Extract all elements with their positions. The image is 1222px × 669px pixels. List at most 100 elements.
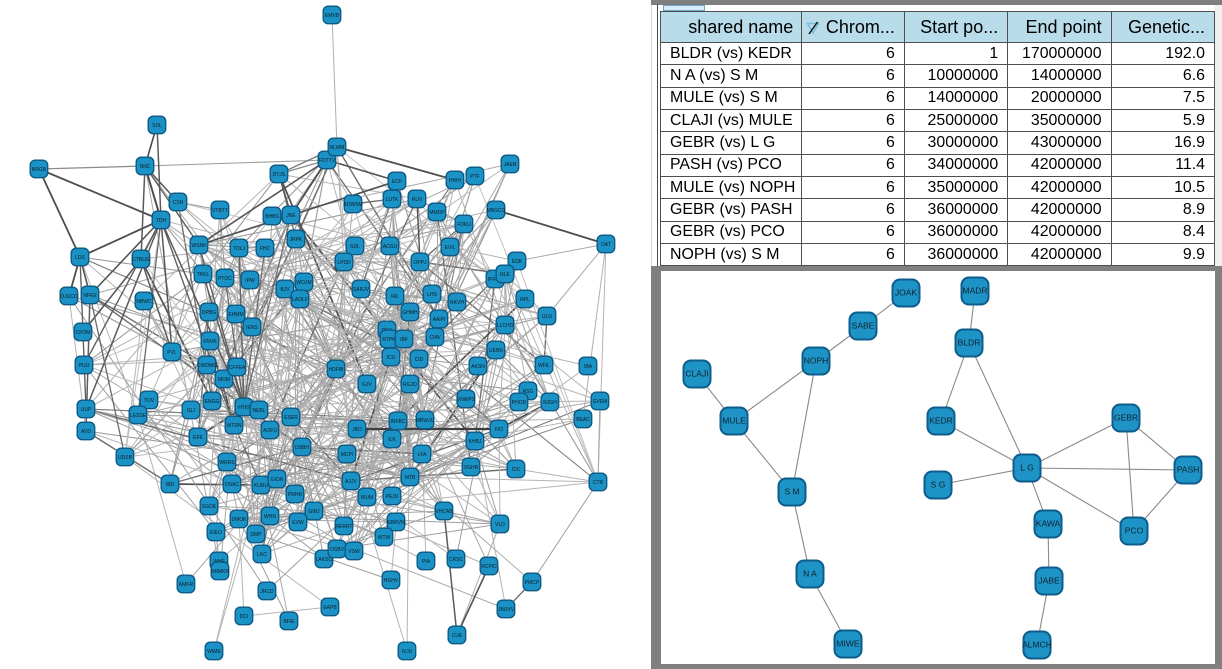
svg-text:PRHR: PRHR	[288, 492, 303, 498]
svg-text:GIOR: GIOR	[271, 477, 284, 483]
svg-text:MTB: MTB	[405, 475, 416, 481]
svg-text:GWJ: GWJ	[308, 509, 320, 515]
svg-text:VTBTT: VTBTT	[212, 208, 228, 214]
svg-text:IBD: IBD	[166, 482, 175, 488]
svg-text:KHBJ: KHBJ	[469, 439, 482, 445]
svg-text:RTPK: RTPK	[382, 337, 396, 343]
svg-text:VLD: VLD	[495, 522, 505, 528]
svg-text:IPFRA: IPFRA	[488, 277, 503, 283]
svg-text:RGJO: RGJO	[403, 382, 417, 388]
svg-text:PVL: PVL	[167, 350, 177, 356]
svg-text:LESSE: LESSE	[130, 413, 147, 419]
svg-text:UUP: UUP	[81, 407, 92, 413]
svg-text:KAWA: KAWA	[1036, 519, 1061, 529]
svg-text:RKVH: RKVH	[450, 300, 464, 306]
svg-text:IENS: IENS	[246, 325, 258, 331]
svg-text:RPL: RPL	[520, 297, 530, 303]
svg-text:CFOM: CFOM	[76, 330, 91, 336]
svg-text:RCPIC: RCPIC	[481, 564, 497, 570]
svg-text:SARJV: SARJV	[353, 287, 370, 293]
svg-text:CUE: CUE	[452, 633, 463, 639]
svg-text:LDS: LDS	[75, 255, 85, 261]
svg-text:WTW: WTW	[378, 535, 391, 541]
svg-text:RLE: RLE	[500, 272, 510, 278]
svg-text:AOFU: AOFU	[263, 428, 277, 434]
svg-text:ACGU: ACGU	[383, 244, 398, 250]
svg-text:HWH: HWH	[449, 178, 461, 184]
svg-text:JRPK: JRPK	[290, 237, 303, 243]
svg-text:BFIE: BFIE	[283, 619, 295, 625]
svg-text:CRSC: CRSC	[449, 557, 464, 563]
svg-text:VHCAB: VHCAB	[435, 509, 453, 515]
svg-text:WSNK: WSNK	[192, 243, 208, 249]
svg-text:CTBUG: CTBUG	[132, 257, 150, 263]
svg-text:MIWE: MIWE	[836, 639, 859, 649]
svg-text:CIC: CIC	[512, 467, 521, 473]
svg-text:NEBL: NEBL	[252, 408, 265, 414]
svg-text:OSBV: OSBV	[330, 547, 345, 553]
svg-text:GHMH: GHMH	[402, 310, 418, 316]
svg-text:NNC: NNC	[140, 164, 151, 170]
svg-text:DAT: DAT	[601, 242, 611, 248]
svg-text:CSN: CSN	[173, 200, 184, 206]
svg-text:JAEN: JAEN	[504, 162, 517, 168]
svg-text:WHN: WHN	[264, 514, 276, 520]
svg-text:FDKU: FDKU	[457, 222, 471, 228]
svg-text:FNVK: FNVK	[203, 339, 217, 345]
svg-text:MOM: MOM	[218, 377, 230, 383]
svg-text:JOAK: JOAK	[895, 288, 918, 298]
svg-text:BEAC: BEAC	[576, 417, 590, 423]
svg-text:BHBS: BHBS	[265, 214, 279, 220]
svg-text:LPDD: LPDD	[337, 260, 351, 266]
svg-text:LFA: LFA	[418, 452, 428, 458]
svg-text:BJV: BJV	[280, 287, 290, 293]
svg-text:RUV: RUV	[412, 197, 423, 203]
svg-text:AKSN: AKSN	[471, 364, 485, 370]
svg-text:PCO: PCO	[1125, 526, 1144, 536]
svg-text:EVIL: EVIL	[445, 245, 456, 251]
svg-text:UDSB: UDSB	[118, 455, 133, 461]
svg-text:PTOC: PTOC	[218, 276, 232, 282]
svg-text:BOWSM: BOWSM	[343, 202, 362, 208]
svg-text:OJUCD: OJUCD	[60, 294, 78, 300]
svg-text:CWDMG: CWDMG	[197, 363, 217, 369]
svg-text:DTJS: DTJS	[273, 172, 286, 178]
svg-text:RERRT: RERRT	[335, 524, 352, 530]
svg-text:S M: S M	[784, 487, 799, 497]
svg-text:HDFIB: HDFIB	[329, 367, 345, 373]
svg-text:DMP: DMP	[250, 532, 262, 538]
svg-text:MCPI: MCPI	[341, 452, 354, 458]
svg-text:DMOK: DMOK	[232, 517, 248, 523]
svg-text:PIA: PIA	[422, 559, 431, 565]
svg-text:VSW: VSW	[348, 549, 360, 555]
svg-text:GEBR: GEBR	[1114, 413, 1138, 423]
svg-text:EIEO: EIEO	[210, 530, 222, 536]
svg-text:GVEM: GVEM	[593, 399, 608, 405]
svg-text:EBRVN: EBRVN	[387, 520, 405, 526]
svg-text:NFKE: NFKE	[83, 293, 97, 299]
svg-text:PHOD: PHOD	[512, 400, 527, 406]
svg-text:WTRN: WTRN	[227, 423, 242, 429]
svg-text:OSAC: OSAC	[225, 482, 240, 488]
svg-text:IVJU: IVJU	[402, 649, 413, 655]
svg-text:RJGH: RJGH	[543, 400, 557, 406]
svg-text:NLWM: NLWM	[330, 145, 345, 151]
svg-text:LHS: LHS	[427, 292, 437, 298]
svg-text:ULO: ULO	[542, 314, 552, 320]
svg-text:DCI: DCI	[240, 614, 249, 620]
svg-text:UEBR: UEBR	[489, 348, 503, 354]
svg-text:FIO: FIO	[495, 427, 503, 433]
svg-text:IBA: IBA	[584, 364, 593, 370]
svg-text:MMDP: MMDP	[429, 210, 445, 216]
svg-text:VNWPS: VNWPS	[457, 397, 476, 403]
svg-text:CIAV: CIAV	[429, 335, 441, 341]
svg-text:EMVB: EMVB	[325, 13, 340, 19]
svg-text:TKKL: TKKL	[197, 272, 210, 278]
svg-text:GJV: GJV	[362, 382, 372, 388]
svg-text:IGJ: IGJ	[187, 408, 195, 414]
svg-text:BLDR: BLDR	[958, 338, 981, 348]
svg-text:MRWJU: MRWJU	[416, 418, 435, 424]
svg-text:DSBH: DSBH	[295, 445, 309, 451]
svg-text:FHC: FHC	[260, 246, 271, 252]
svg-text:EDK: EDK	[512, 259, 523, 265]
